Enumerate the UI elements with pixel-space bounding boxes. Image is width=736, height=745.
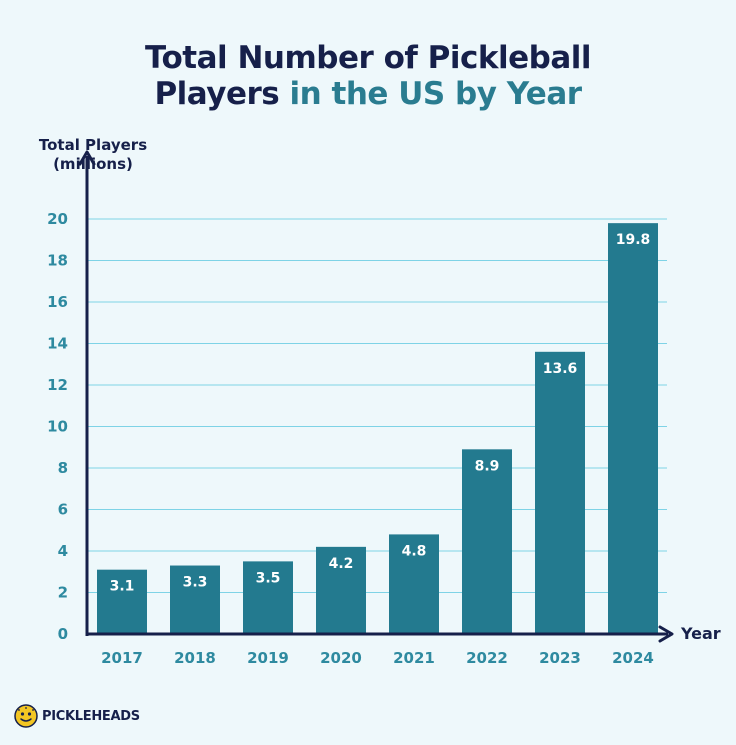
x-tick-label: 2020 [320, 649, 362, 667]
y-tick-label: 18 [47, 252, 68, 270]
bar [608, 223, 658, 634]
x-tick-label: 2023 [539, 649, 581, 667]
y-tick-label: 14 [47, 335, 68, 353]
x-axis-arrow-icon [658, 625, 674, 643]
chart-title-teal-part: in the US by Year [289, 76, 583, 112]
x-tick-label: 2021 [393, 649, 435, 667]
y-tick-label: 12 [47, 376, 68, 394]
y-axis-arrow-icon [78, 150, 96, 166]
bar [97, 569, 147, 634]
bar-value-label: 3.1 [110, 579, 135, 595]
chart-title-line-1: Total Number of Pickleball [144, 40, 592, 76]
bar-value-label: 13.6 [543, 361, 578, 377]
y-tick-label: 2 [58, 584, 68, 602]
chart-title-dark-part: Players [154, 76, 280, 112]
x-axis-label: Year [681, 624, 721, 643]
pickleball-mascot-icon [14, 704, 38, 728]
x-tick-label: 2019 [247, 649, 289, 667]
brand-logo: PICKLEHEADS [14, 704, 140, 728]
y-tick-label: 16 [47, 293, 68, 311]
y-tick-label: 4 [58, 542, 68, 560]
bar-value-label: 4.2 [329, 556, 354, 572]
bar-value-label: 8.9 [475, 458, 500, 474]
bar [462, 449, 512, 634]
x-tick-label: 2022 [466, 649, 508, 667]
x-tick-label: 2017 [101, 649, 143, 667]
bar-value-label: 3.5 [256, 570, 281, 586]
bar [170, 565, 220, 634]
bar [316, 546, 366, 634]
y-tick-label: 20 [47, 210, 68, 228]
y-tick-label: 6 [58, 501, 68, 519]
chart-title-line-2: Players in the US by Year [0, 76, 736, 112]
bar [389, 534, 439, 634]
x-tick-label: 2024 [612, 649, 654, 667]
bar [243, 561, 293, 634]
y-tick-label: 8 [58, 459, 68, 477]
bar-value-label: 4.8 [402, 543, 427, 559]
bar-value-label: 19.8 [616, 232, 651, 248]
bar-value-label: 3.3 [183, 575, 208, 591]
brand-logo-text: PICKLEHEADS [42, 708, 140, 724]
bar [535, 351, 585, 634]
x-tick-label: 2018 [174, 649, 216, 667]
y-tick-label: 10 [47, 418, 68, 436]
y-tick-label: 0 [58, 625, 68, 643]
